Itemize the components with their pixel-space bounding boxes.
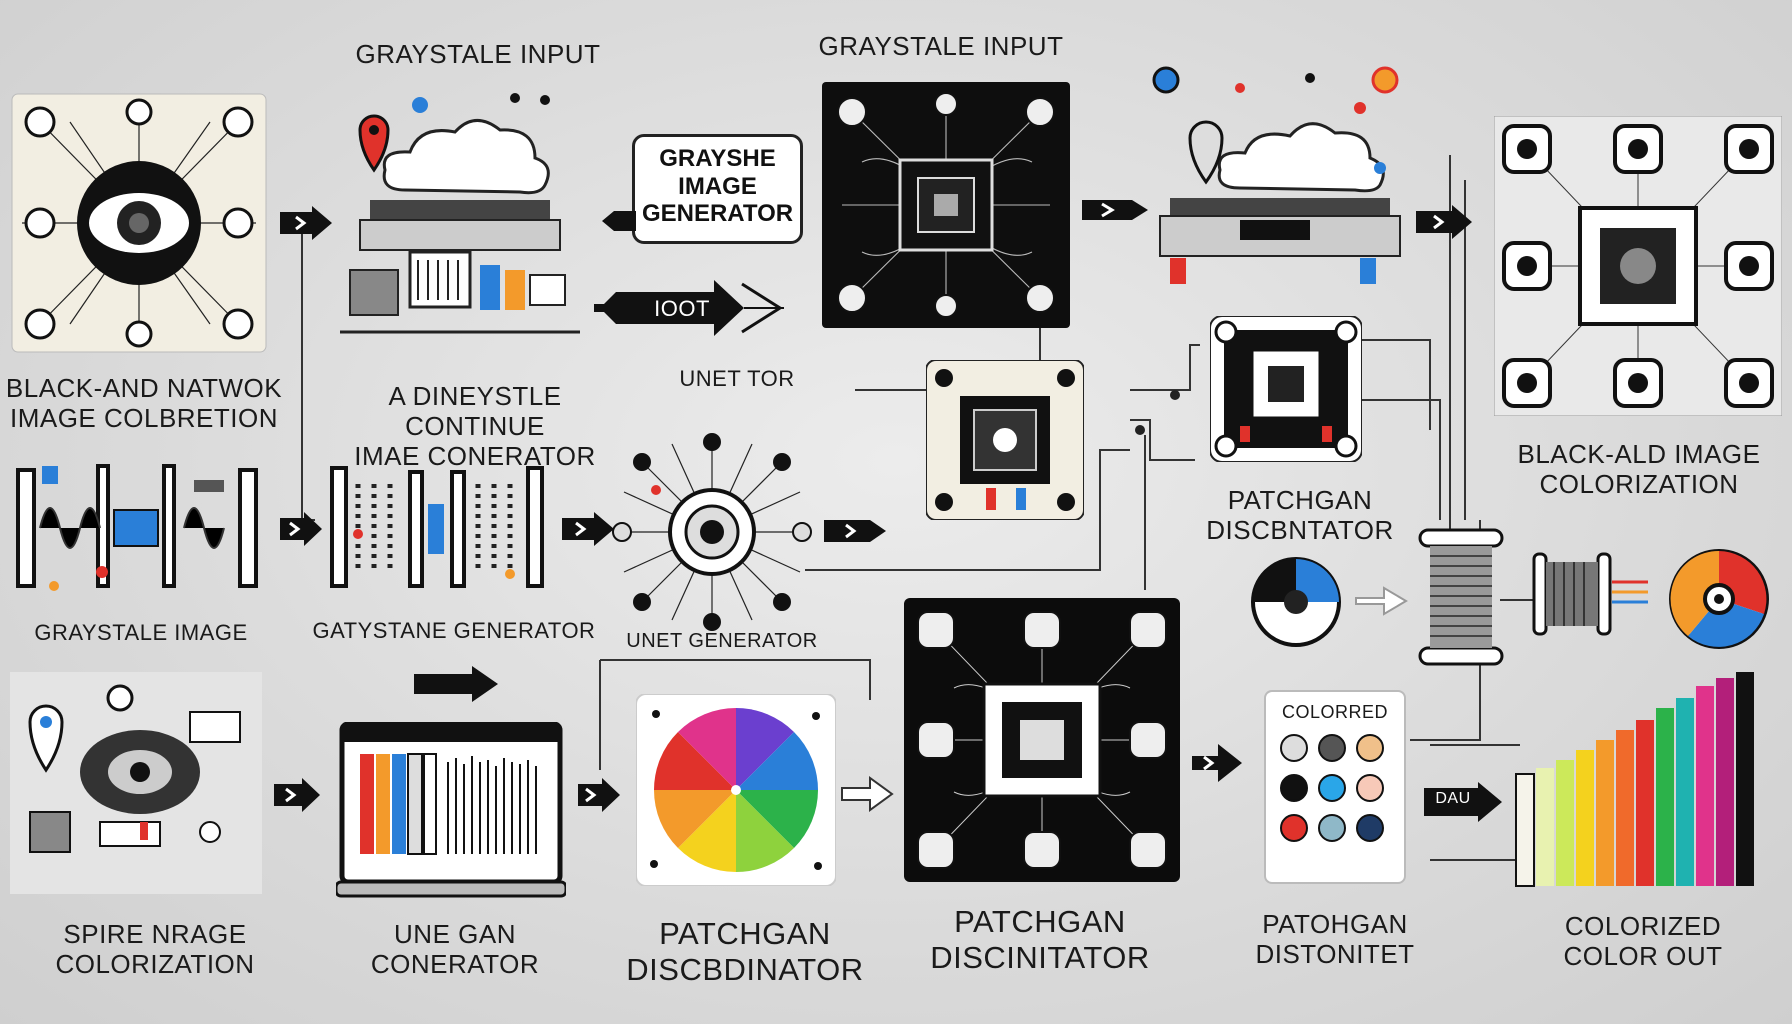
gatystane-generator-label: GATYSTANE GENERATOR xyxy=(312,618,596,643)
arrow-right-icon xyxy=(280,206,332,240)
colorization-output-panel xyxy=(1494,116,1782,416)
generator-speech-bubble: GRAYSHE IMAGE GENERATOR xyxy=(632,134,803,244)
wire-leads xyxy=(1612,580,1648,604)
colorized-bars xyxy=(1515,672,1754,887)
unet-generator-label: UNET GENERATOR xyxy=(626,630,818,652)
arrow-left-icon xyxy=(1082,200,1148,220)
bubble-line-1: GRAYSHE xyxy=(659,145,776,172)
patohgan-label: PATOHGAN DISTONITET xyxy=(1255,909,1415,969)
small-spool xyxy=(1532,552,1612,636)
arrow-right-icon xyxy=(414,666,498,702)
cloud-pin-cluster xyxy=(1152,66,1401,284)
top-input-label-1: GRAYSTALE INPUT xyxy=(355,39,601,69)
patchgan-disc-top-label: PATCHGAN DISCBNTATOR xyxy=(1206,485,1394,545)
bubble-line-2: IMAGE xyxy=(678,172,757,200)
colorred-label: COLORRED xyxy=(1281,702,1388,722)
patchgan-discriminator-panel xyxy=(904,598,1180,882)
dau-arrow xyxy=(1424,782,1502,822)
arrow-left-icon xyxy=(602,211,636,231)
color-wheel-icon xyxy=(1669,549,1769,649)
black-ald-label: BLACK-ALD IMAGE COLORIZATION xyxy=(1517,439,1761,499)
grayscale-image-strip xyxy=(16,464,258,591)
arrow-right-icon xyxy=(1416,205,1472,239)
color-swatches xyxy=(1280,734,1384,842)
circuit-chip-panel xyxy=(822,82,1070,328)
arrow-right-icon xyxy=(562,512,614,546)
arrow-right-icon xyxy=(274,778,320,812)
arrow-right-icon xyxy=(824,520,886,542)
halftone-disk xyxy=(1251,557,1341,647)
patchgan-chip xyxy=(1210,316,1362,462)
graystale-image-label: GRAYSTALE IMAGE xyxy=(34,620,248,645)
arrow-right-icon xyxy=(1192,744,1242,782)
patchgan-disc-mid-label: PATCHGAN DISCBDINATOR xyxy=(626,916,864,987)
unet-tor-label: UNET TOR xyxy=(679,366,795,391)
top-input-label-2: GRAYSTALE INPUT xyxy=(818,31,1064,61)
arrow-right-icon xyxy=(1355,586,1408,616)
grayscale-generator-strip xyxy=(330,466,544,588)
spire-colorization-panel xyxy=(10,672,262,894)
unet-generator-burst xyxy=(612,433,812,631)
cloud-machine-panel xyxy=(340,93,580,334)
laptop-screen xyxy=(336,722,566,898)
bubble-line-3: GENERATOR xyxy=(641,200,794,228)
rainbow-fan-panel xyxy=(636,694,836,886)
arrow-right-icon xyxy=(578,778,620,812)
ioot-arrow xyxy=(594,280,784,336)
spire-image-label: SPIRE NRAGE COLORIZATION xyxy=(55,919,255,979)
black-network-label: BLACK-AND NATWOK IMAGE COLBRETION xyxy=(5,373,283,433)
patchgan-disc-big-label: PATCHGAN DISCINITATOR xyxy=(930,904,1150,975)
eye-network-panel xyxy=(11,93,267,353)
arrow-right-icon xyxy=(841,776,894,812)
ioot-label: IOOT xyxy=(654,296,710,321)
one-style-label: A DINEYSTLE CONTINUE IMAE CONERATOR xyxy=(354,381,596,471)
arrow-right-icon xyxy=(280,512,322,546)
colorized-label: COLORIZED COLOR OUT xyxy=(1563,911,1723,971)
dau-label: DAU xyxy=(1435,790,1471,807)
thread-spool xyxy=(1418,528,1504,666)
generator-chip xyxy=(926,360,1084,520)
une-gan-label: UNE GAN CONERATOR xyxy=(370,919,540,979)
